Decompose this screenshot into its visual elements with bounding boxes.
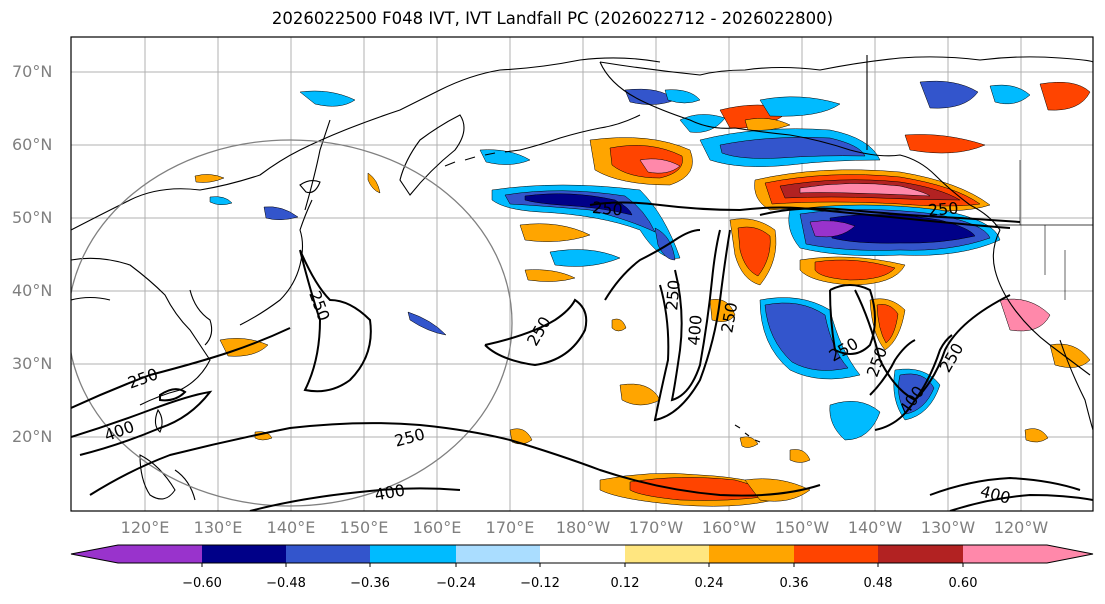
coastlines xyxy=(71,55,1093,501)
colorbar-tick-label: 0.12 xyxy=(610,576,640,591)
blob-north-blue xyxy=(299,90,356,107)
map-title: 2026022500 F048 IVT, IVT Landfall PC (20… xyxy=(271,9,834,28)
lon-label: 140°E xyxy=(266,518,316,537)
lon-label: 120°W xyxy=(993,518,1049,537)
colorbar-tick-label: −0.12 xyxy=(520,576,560,591)
lon-label: 160°W xyxy=(701,518,757,537)
colorbar-tick-label: 0.60 xyxy=(948,576,978,591)
colorbar-tick-label: 0.36 xyxy=(779,576,809,591)
lat-label: 20°N xyxy=(12,427,53,446)
colorbar-tick-label: 0.24 xyxy=(694,576,724,591)
lat-label: 40°N xyxy=(12,281,53,300)
lon-label: 130°W xyxy=(920,518,976,537)
contour-label: 250 xyxy=(927,198,959,220)
colorbar-tick-label: −0.60 xyxy=(182,576,222,591)
ivt-contours xyxy=(71,201,1093,511)
lat-label: 60°N xyxy=(12,135,53,154)
plot-area xyxy=(71,37,1093,511)
lon-label: 130°E xyxy=(193,518,243,537)
gridlines xyxy=(71,37,1093,511)
influence-circle xyxy=(71,139,513,507)
colorbar-extend-high xyxy=(1047,545,1093,563)
lon-label: 170°W xyxy=(628,518,684,537)
lon-label: 150°E xyxy=(339,518,389,537)
lon-label: 120°E xyxy=(120,518,170,537)
lon-label: 180°W xyxy=(555,518,611,537)
colorbar-tick-label: −0.48 xyxy=(266,576,306,591)
lat-label: 50°N xyxy=(12,208,53,227)
contour-label: 400 xyxy=(684,314,706,346)
colorbar-tick-label: −0.24 xyxy=(436,576,476,591)
lat-label: 30°N xyxy=(12,354,53,373)
colorbar-extend-low xyxy=(71,545,118,563)
ivt-shading xyxy=(194,80,1091,507)
lon-label: 170°E xyxy=(485,518,535,537)
contour-label: 250 xyxy=(591,198,623,220)
plot-frame xyxy=(70,36,1094,512)
lat-label: 70°N xyxy=(12,62,53,81)
colorbar xyxy=(70,544,1094,567)
colorbar-tick-label: −0.36 xyxy=(350,576,390,591)
lon-label: 150°W xyxy=(774,518,830,537)
lon-label: 160°E xyxy=(412,518,462,537)
contour-label: 250 xyxy=(662,279,684,311)
colorbar-tick-label: 0.48 xyxy=(863,576,893,591)
lon-label: 140°W xyxy=(847,518,903,537)
